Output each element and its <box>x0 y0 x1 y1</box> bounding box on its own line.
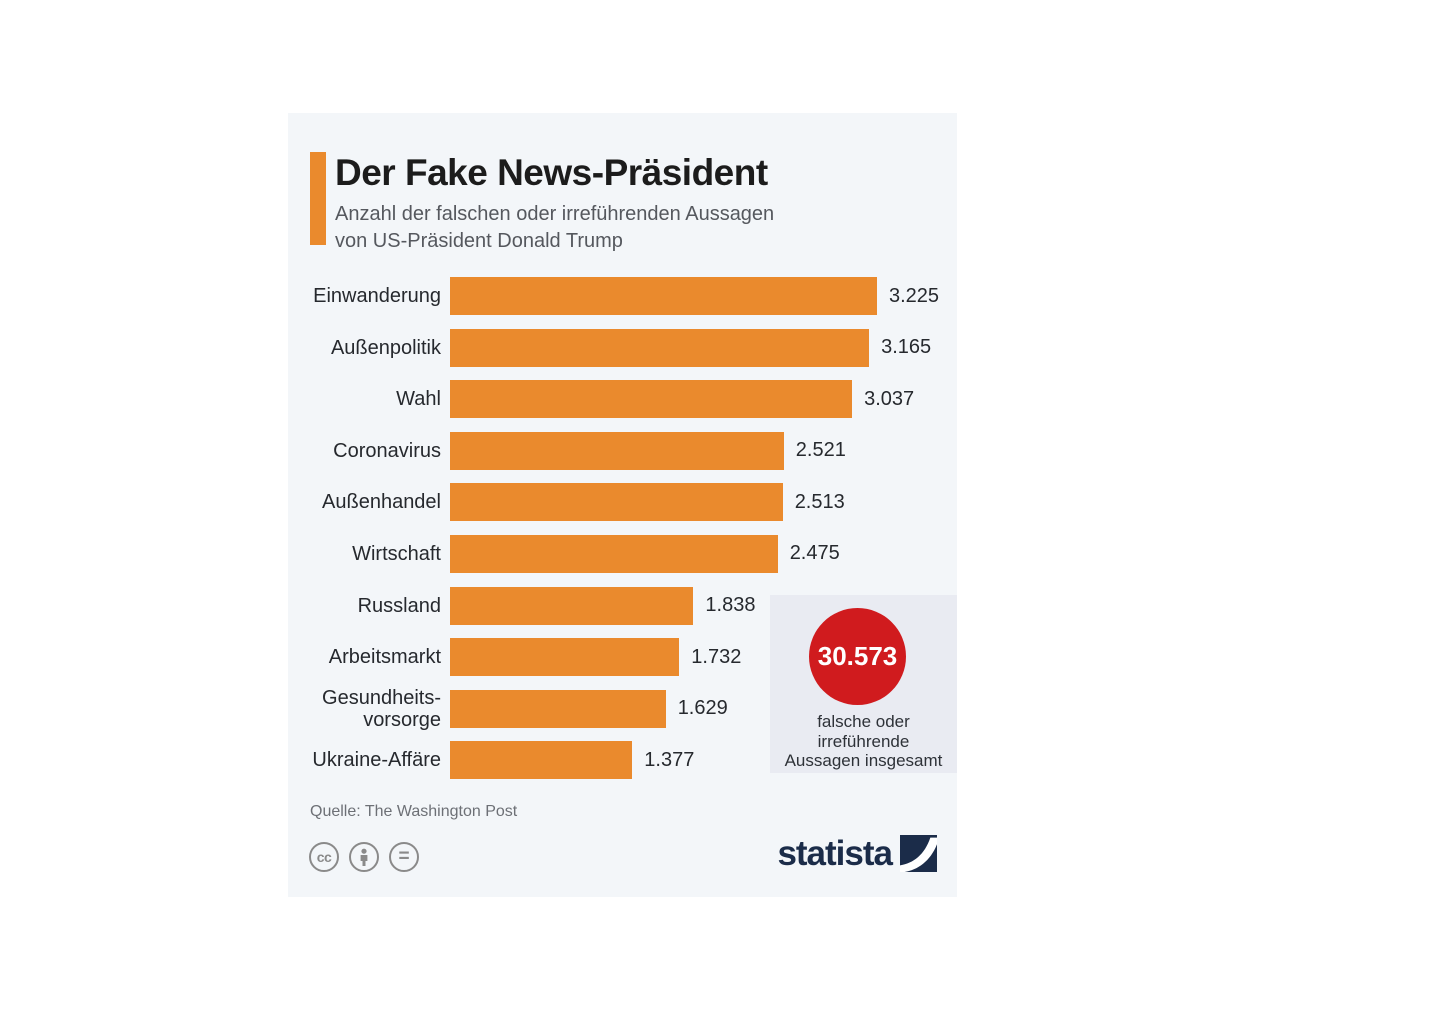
bar-value-label: 2.475 <box>789 542 840 565</box>
bar-row: Ukraine-Affäre 1.377 <box>288 741 957 780</box>
cc-icon[interactable]: cc <box>309 842 339 872</box>
bar <box>450 534 778 573</box>
bar-row: Außenpolitik 3.165 <box>288 328 957 367</box>
bar-row: Gesundheits- vorsorge 1.629 <box>288 686 957 731</box>
header-text: Der Fake News-Präsident Anzahl der falsc… <box>335 152 774 255</box>
bar-value-label: 1.838 <box>705 594 756 617</box>
bar <box>450 638 680 677</box>
bar-value-label: 2.513 <box>794 490 845 513</box>
bar-value-label: 1.629 <box>677 697 728 720</box>
bar <box>450 586 694 625</box>
category-label: Russland <box>357 594 441 617</box>
category-label: Arbeitsmarkt <box>328 646 441 669</box>
total-circle: 30.573 <box>809 608 906 705</box>
category-label: Einwanderung <box>313 285 441 307</box>
license-icons: cc = <box>309 842 419 872</box>
bar <box>450 380 853 419</box>
bar-value-label: 3.037 <box>864 387 915 410</box>
bar <box>450 483 783 522</box>
subtitle-line-2: von US-Präsident Donald Trump <box>335 229 623 252</box>
bar-row: Wirtschaft 2.475 <box>288 534 957 573</box>
bar-row: Arbeitsmarkt 1.732 <box>288 638 957 677</box>
total-caption: falsche oder irreführende Aussagen insge… <box>784 712 943 770</box>
bar-row: Einwanderung 3.225 <box>288 277 957 315</box>
statista-logo-mark <box>900 835 937 872</box>
bar-chart: Einwanderung 3.225 Außenpolitik 3.165 Wahl 3.… <box>288 277 957 793</box>
statista-wordmark: statista <box>777 834 893 873</box>
header: Der Fake News-Präsident Anzahl der falsc… <box>310 152 774 255</box>
bar-row: Wahl 3.037 <box>288 380 957 419</box>
total-value: 30.573 <box>817 641 898 671</box>
person-glyph <box>360 848 368 866</box>
source-note: Quelle: The Washington Post <box>310 803 518 820</box>
subtitle-line-1: Anzahl der falschen oder irreführenden A… <box>335 202 775 225</box>
category-label: Coronavirus <box>333 439 441 462</box>
bar-value-label: 3.165 <box>881 336 932 359</box>
attribution-person-icon[interactable] <box>349 842 379 872</box>
bar-value-label: 1.377 <box>644 748 695 771</box>
category-label: Gesundheits- vorsorge <box>322 686 441 731</box>
bar-value-label: 1.732 <box>691 645 742 668</box>
bar <box>450 741 633 780</box>
subtitle: Anzahl der falschen oder irreführenden A… <box>335 201 774 255</box>
bar-value-label: 2.521 <box>795 439 846 462</box>
bar <box>450 689 666 728</box>
equals-nd-icon[interactable]: = <box>389 842 419 872</box>
accent-bar <box>310 152 326 245</box>
bar-row: Coronavirus 2.521 <box>288 431 957 470</box>
category-label: Außenpolitik <box>330 336 441 359</box>
category-label: Ukraine-Affäre <box>312 749 441 772</box>
total-callout: 30.573 falsche oder irreführende Aussage… <box>770 595 957 773</box>
bar <box>450 277 877 315</box>
category-label: Wahl <box>396 388 441 411</box>
bar <box>450 328 870 367</box>
cc-icon-label: cc <box>316 848 332 865</box>
category-label: Außenhandel <box>322 491 441 514</box>
bar-row: Russland 1.838 <box>288 586 957 625</box>
statista-logo[interactable]: statista <box>777 835 937 872</box>
category-label: Wirtschaft <box>352 542 441 565</box>
page-title: Der Fake News-Präsident <box>335 152 768 193</box>
infographic-card: Der Fake News-Präsident Anzahl der falsc… <box>288 113 957 897</box>
bar-value-label: 3.225 <box>889 284 940 307</box>
bar-row: Außenhandel 2.513 <box>288 483 957 522</box>
equals-glyph: = <box>398 846 410 867</box>
bar <box>450 431 784 470</box>
